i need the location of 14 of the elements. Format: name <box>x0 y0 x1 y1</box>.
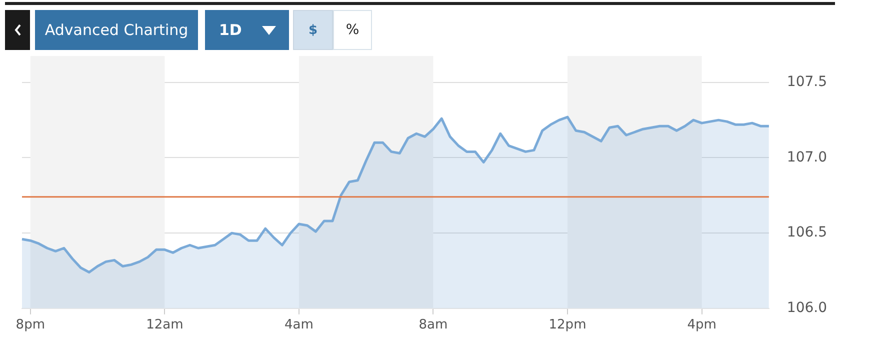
y-tick-label: 107.5 <box>786 74 828 90</box>
text: 1D <box>219 21 242 39</box>
x-tick-label: 8pm <box>16 318 45 333</box>
y-tick-label: 106.0 <box>786 300 828 316</box>
text: % <box>333 10 372 50</box>
text: Advanced Charting <box>35 10 198 50</box>
x-tick-label: 12am <box>146 318 184 333</box>
x-tick-label: 4pm <box>687 318 716 333</box>
x-tick-label: 8am <box>418 318 448 333</box>
y-tick-label: 107.0 <box>786 149 828 166</box>
x-tick-label: 4am <box>284 318 314 333</box>
y-tick-label: 106.5 <box>786 224 828 241</box>
text: $ <box>293 10 333 50</box>
x-tick-label: 12pm <box>548 318 586 333</box>
